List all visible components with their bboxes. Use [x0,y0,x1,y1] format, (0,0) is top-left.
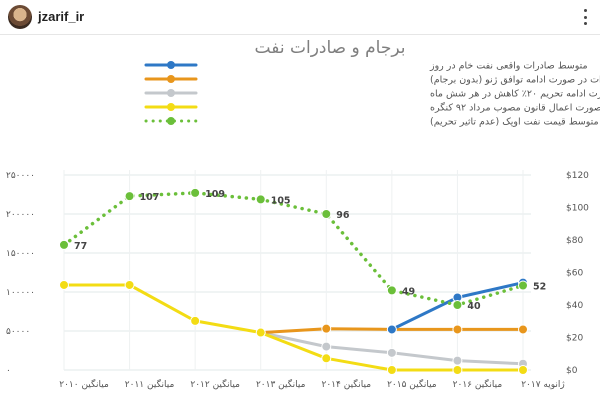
series-point [452,365,463,375]
legend: متوسط صادرات واقعی نفت خام در روز متوسط ص… [144,61,600,128]
more-vertical-icon[interactable] [578,6,592,28]
chart-area: برجام و صادرات نفت متوسط صادرات واقعی نف… [0,35,600,400]
series-point [190,187,201,198]
legend-entry: متوسط صادرات در صورت ادامه تحریم ۲۰٪ کاه… [430,89,600,100]
series-point [452,300,463,310]
series-point [59,239,69,250]
series-point [124,191,135,202]
series-point [124,279,135,290]
series-point [321,209,332,219]
series-line [62,283,525,372]
y-left-tick-label: ۲۰۰۰۰۰ [6,210,35,220]
series-point [321,341,332,352]
series-point [452,324,463,335]
series-point [255,194,266,205]
y-left-tick-label: ۱۰۰۰۰۰ [6,288,35,298]
legend-marker [167,117,175,125]
y-left-tick-label: ۵۰۰۰۰ [6,327,30,337]
x-tick-label: میانگین ۲۰۱۶ [453,378,503,390]
y-axis-right: $0 $20 $40 $60 $80 $100 $120 [566,171,589,376]
legend-marker [167,103,175,111]
series-line [62,191,525,307]
y-left-tick-label: ۲۵۰۰۰۰ [6,171,35,181]
data-label: 107 [140,192,160,203]
y-left-tick-label: ۰ [6,366,11,376]
x-tick-label: میانگین ۲۰۱۱ [125,378,175,390]
series-point [386,365,397,375]
series-point [386,285,397,296]
x-tick-label: میانگین ۲۰۱۳ [256,378,306,390]
series-point [386,347,397,358]
y-right-tick-label: $80 [566,236,583,246]
legend-marker [167,61,175,69]
data-label: 105 [271,195,291,206]
y-right-tick-label: $120 [566,171,589,181]
x-tick-label: میانگین ۲۰۱۰ [59,378,109,390]
post-header: jzarif_ir [0,0,600,35]
legend-entry: متوسط قیمت نفت اوپک (عدم تاثیر تحریم) [430,117,599,128]
data-label: 77 [74,241,87,252]
y-right-tick-label: $0 [566,366,578,376]
y-axis-left: ۰ ۵۰۰۰۰ ۱۰۰۰۰۰ ۱۵۰۰۰۰ ۲۰۰۰۰۰ ۲۵۰۰۰۰ [6,171,35,376]
series-point [321,353,332,364]
data-label: 52 [533,282,546,293]
plot-area: 77 107 109 105 96 49 40 52 [59,187,546,375]
data-label: 109 [205,189,225,200]
series-point [255,327,266,338]
legend-marker [167,89,175,97]
legend-marker [167,75,175,83]
series-point [518,280,528,291]
data-label: 49 [402,286,415,297]
series-point [321,323,332,334]
series-point [518,365,528,375]
series-point [59,279,69,290]
series-point [518,324,528,335]
x-axis: میانگین ۲۰۱۰ میانگین ۲۰۱۱ میانگین ۲۰۱۲ میان… [59,378,565,390]
legend-entry: متوسط صادرات در صورت ادامه توافق ژنو (بد… [430,75,600,86]
y-left-tick-label: ۱۵۰۰۰۰ [6,249,35,259]
oil-exports-chart: برجام و صادرات نفت متوسط صادرات واقعی نف… [6,38,600,390]
username[interactable]: jzarif_ir [38,9,85,24]
data-label: 96 [336,210,350,221]
chart-title: برجام و صادرات نفت [255,38,406,58]
legend-entry: متوسط صادرات واقعی نفت خام در روز [429,61,588,72]
y-right-tick-label: $60 [566,269,583,279]
legend-entry: متوسط صادرات در صورت اعمال قانون مصوب مر… [430,102,600,114]
avatar[interactable] [8,5,32,29]
series-point [386,324,397,335]
y-right-tick-label: $100 [566,204,589,214]
y-right-tick-label: $40 [566,301,583,311]
x-tick-label: میانگین ۲۰۱۴ [322,378,372,390]
x-tick-label: میانگین ۲۰۱۲ [190,378,240,390]
y-right-tick-label: $20 [566,334,583,344]
x-tick-label: میانگین ۲۰۱۵ [387,378,437,390]
data-label: 40 [467,301,481,312]
series-point [190,315,201,326]
x-tick-label: ژانویه ۲۰۱۷ [521,380,565,390]
series-point [452,355,463,366]
